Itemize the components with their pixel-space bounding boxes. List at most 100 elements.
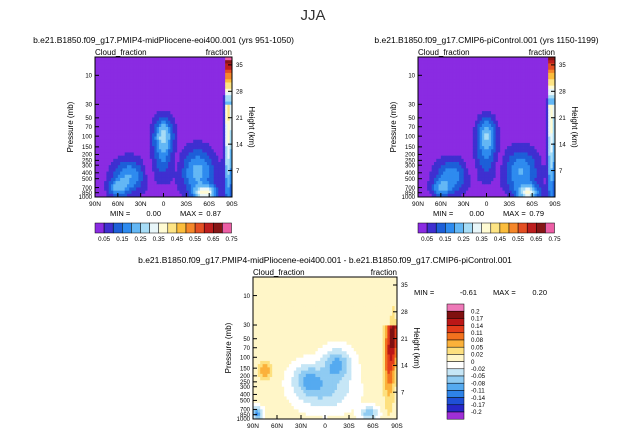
heatmap-cell [481,120,485,125]
heatmap-cell [188,76,192,80]
heatmap-cell [424,184,428,188]
heatmap-cell [138,104,142,109]
heatmap-cell [197,63,201,67]
heatmap-cell [120,146,123,150]
heatmap-cell [504,162,508,166]
heatmap-cell [136,92,139,96]
heatmap-cell [518,174,522,179]
heatmap-cell [129,66,132,71]
heatmap-cell [222,79,226,83]
heatmap-cell [186,165,190,169]
heatmap-cell [484,142,487,147]
heatmap-cell [431,69,435,74]
heatmap-cell [495,76,499,80]
heatmap-cell [99,57,103,61]
heatmap-cell [117,152,121,157]
heatmap-cell [500,127,503,131]
heatmap-cell [136,82,139,87]
heatmap-cell [204,146,208,150]
heatmap-cell [204,57,208,61]
heatmap-cell [115,184,119,188]
heatmap-cell [181,136,185,141]
heatmap-cell [454,136,458,141]
heatmap-cell [447,142,451,147]
heatmap-cell [225,104,228,109]
heatmap-cell [449,168,453,172]
heatmap-cell [479,76,483,80]
heatmap-cell [520,127,524,131]
heatmap-cell [418,69,421,74]
heatmap-cell [500,162,503,166]
heatmap-cell [216,155,219,160]
heatmap-cell [129,88,132,93]
heatmap-cell [188,152,192,157]
heatmap-cell [447,85,451,90]
heatmap-cell [95,184,98,188]
heatmap-cell [186,66,190,71]
x-tick-label: 60S [203,201,215,208]
heatmap-cell [193,171,196,176]
heatmap-cell [209,158,212,163]
heatmap-cell [168,57,171,61]
heatmap-cell [168,168,171,172]
heatmap-cell [209,155,212,160]
heatmap-cell [429,168,433,172]
heatmap-cell [163,162,167,166]
heatmap-cell [220,107,224,112]
heatmap-cell [99,111,103,115]
heatmap-cell [101,95,105,99]
heatmap-cell [472,88,476,93]
heatmap-cell [154,82,158,87]
heatmap-cell [468,72,471,77]
heatmap-cell [520,98,524,102]
heatmap-cell [452,63,455,67]
heatmap-cell [179,85,183,90]
heatmap-cell [477,168,481,172]
heatmap-cell [165,76,169,80]
heatmap-cell [436,120,439,125]
heatmap-cell [140,117,144,122]
heatmap-cell [197,123,201,128]
heatmap-cell [117,155,121,160]
heatmap-cell [479,193,483,198]
heatmap-cell [158,57,162,61]
heatmap-cell [429,158,433,163]
heatmap-cell [502,155,506,160]
heatmap-cell [520,117,524,122]
heatmap-cell [463,181,467,185]
heatmap-cell [177,69,180,74]
heatmap-cell [440,63,444,67]
heatmap-cell [138,168,142,172]
heatmap-cell [174,60,178,64]
heatmap-cell [97,76,100,80]
heatmap-cell [204,60,208,64]
heatmap-cell [110,88,114,93]
heatmap-cell [523,57,526,61]
heatmap-cell [202,162,205,166]
heatmap-cell [152,104,155,109]
heatmap-cell [104,85,107,90]
heatmap-cell [211,142,215,147]
heatmap-cell [513,98,517,102]
heatmap-cell [206,130,210,134]
heatmap-cell [520,104,524,109]
heatmap-cell [493,139,497,144]
heatmap-cell [129,95,132,99]
heatmap-cell [470,190,474,195]
heatmap-cell [488,111,492,115]
heatmap-cell [456,162,460,166]
heatmap-cell [177,174,180,179]
heatmap-cell [461,177,465,182]
heatmap-cell [163,114,167,118]
heatmap-cell [438,165,442,169]
heatmap-cell [491,92,494,96]
heatmap-cell [204,190,208,195]
heatmap-cell [142,60,146,64]
heatmap-cell [443,101,446,106]
heatmap-cell [433,117,437,122]
heatmap-cell [140,181,144,185]
heatmap-cell [188,177,192,182]
heatmap-cell [126,76,130,80]
heatmap-cell [418,88,421,93]
heatmap-cell [138,190,142,195]
